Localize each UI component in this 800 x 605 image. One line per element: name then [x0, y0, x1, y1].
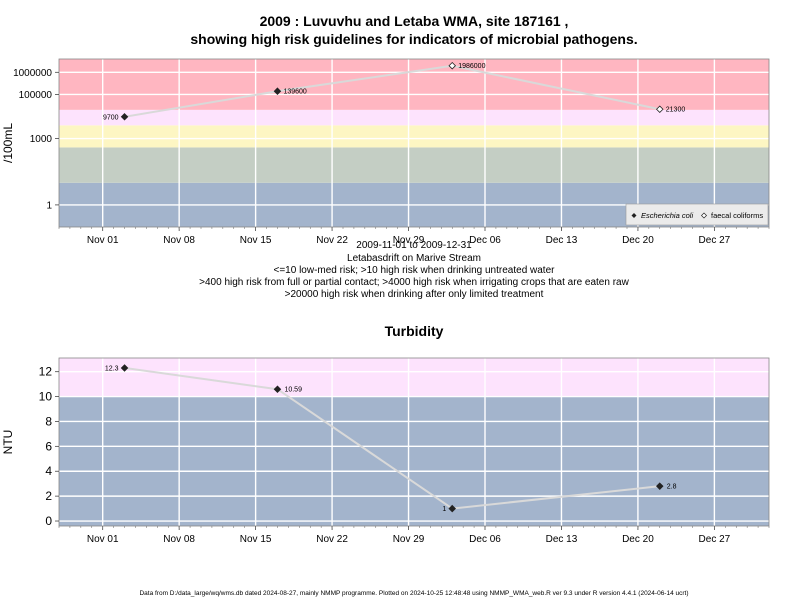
chart1-xtick-label-4: Nov 29	[393, 235, 425, 246]
chart1-connecting-line	[124, 64, 660, 118]
chart2-data-label-2: 1	[442, 506, 446, 513]
chart1-point-3	[656, 105, 664, 114]
chart1-xtick-label-3: Nov 22	[316, 235, 348, 246]
chart1-title-line1: 2009 : Luvuvhu and Letaba WMA, site 1871…	[260, 13, 569, 29]
chart1-data-label-2: 1986000	[458, 63, 485, 70]
chart1-ytick-label-3: 1000000	[13, 68, 52, 79]
chart2-xtick-label-5: Dec 06	[469, 534, 501, 545]
chart2-plot-frame	[58, 357, 770, 527]
chart1-xtick-label-2: Nov 15	[240, 235, 272, 246]
chart1-xtick-label-8: Dec 27	[699, 235, 731, 246]
chart1-xtick-label-5: Dec 06	[469, 235, 501, 246]
chart2-gridlines	[59, 358, 769, 526]
chart2-xtick-label-8: Dec 27	[699, 534, 731, 545]
chart1-plot-frame	[58, 58, 770, 228]
chart1-xtick-label-0: Nov 01	[87, 235, 119, 246]
caption-guideline-2: >400 high risk from full or partial cont…	[199, 277, 629, 288]
chart2-xtick-label-6: Dec 13	[546, 534, 578, 545]
chart2-point-3	[656, 482, 664, 490]
chart1-point-1	[273, 87, 282, 95]
chart2-xtick-label-0: Nov 01	[87, 534, 119, 545]
chart1-y-axis-label: /100mL	[1, 123, 15, 163]
legend-faecal-marker	[701, 212, 707, 219]
chart2-axes: Nov 01 Nov 08 Nov 15 Nov 22 Nov 29 Dec 06 Dec …	[39, 365, 770, 545]
chart2-ytick-label-2: 4	[45, 464, 52, 478]
footer-note: Data from D:/data_large/wq/wms.db dated …	[139, 590, 688, 597]
chart2-ytick-label-5: 10	[39, 390, 53, 404]
chart2-data-label-0: 12.3	[105, 365, 119, 372]
chart1-ytick-label-0: 1	[46, 200, 52, 211]
chart1-data-label-0: 9700	[103, 114, 119, 121]
chart2-ytick-label-1: 2	[45, 489, 52, 503]
chart1-band-4	[59, 59, 769, 110]
chart2-ytick-label-0: 0	[45, 514, 52, 528]
chart1-ytick-label-2: 100000	[19, 90, 53, 101]
chart2-point-1	[273, 385, 282, 394]
caption-date-range: 2009-11-01 to 2009-12-31	[356, 240, 472, 251]
chart1-point-2	[448, 61, 456, 70]
chart2-connecting-line	[124, 366, 660, 510]
chart1-xtick-label-7: Dec 20	[622, 235, 654, 246]
chart1-band-1	[59, 147, 769, 183]
chart1-data-label-1: 139600	[283, 89, 306, 96]
legend-ecoli-label: Escherichia coli	[641, 211, 693, 220]
chart1-risk-bands	[59, 59, 769, 227]
chart2-xtick-label-3: Nov 22	[316, 534, 348, 545]
chart2-y-axis-label: NTU	[1, 430, 15, 455]
chart1-band-3	[59, 109, 769, 126]
caption-guideline-3: >20000 high risk when drinking after onl…	[285, 289, 544, 300]
legend-ecoli-marker	[631, 213, 637, 218]
chart1-ytick-label-1: 1000	[30, 134, 53, 145]
chart2-data-label-1: 10.59	[284, 387, 302, 394]
chart2-xtick-label-4: Nov 29	[393, 534, 425, 545]
chart2-band-1	[59, 358, 769, 397]
chart2-band-0	[59, 396, 769, 526]
caption-guideline-1: <=10 low-med risk; >10 high risk when dr…	[274, 265, 556, 276]
legend-faecal-label: faecal coliforms	[711, 211, 763, 220]
chart1-axes: Nov 01 Nov 08 Nov 15 Nov 22 Nov 29 Dec 06 Dec …	[13, 68, 770, 246]
legend-box	[625, 203, 769, 226]
caption-site: Letabasdrift on Marive Stream	[347, 253, 481, 264]
chart1-point-0	[120, 113, 129, 121]
chart1-series: 9700 139600 1986000 21300	[103, 61, 686, 121]
chart1-xtick-label-1: Nov 08	[163, 235, 195, 246]
chart2-xtick-label-1: Nov 08	[163, 534, 195, 545]
chart2-data-label-3: 2.8	[667, 484, 677, 491]
chart1-band-2	[59, 125, 769, 148]
chart2-point-0	[120, 364, 129, 372]
chart2-ytick-label-6: 12	[39, 365, 53, 379]
chart2-risk-bands	[59, 358, 769, 526]
chart2-xtick-label-7: Dec 20	[622, 534, 654, 545]
chart2-ytick-label-3: 6	[45, 439, 52, 453]
chart1-xtick-label-6: Dec 13	[546, 235, 578, 246]
chart1-legend: Escherichia coli faecal coliforms	[625, 203, 769, 226]
chart2-series: 12.3 10.59 1 2.8	[105, 364, 677, 513]
chart2-ytick-label-4: 8	[45, 414, 52, 428]
chart1-title-line2: showing high risk guidelines for indicat…	[190, 31, 637, 47]
chart2-title: Turbidity	[385, 323, 444, 339]
chart2-point-2	[448, 504, 456, 513]
chart2-xtick-label-2: Nov 15	[240, 534, 272, 545]
chart1-data-label-3: 21300	[666, 107, 686, 114]
